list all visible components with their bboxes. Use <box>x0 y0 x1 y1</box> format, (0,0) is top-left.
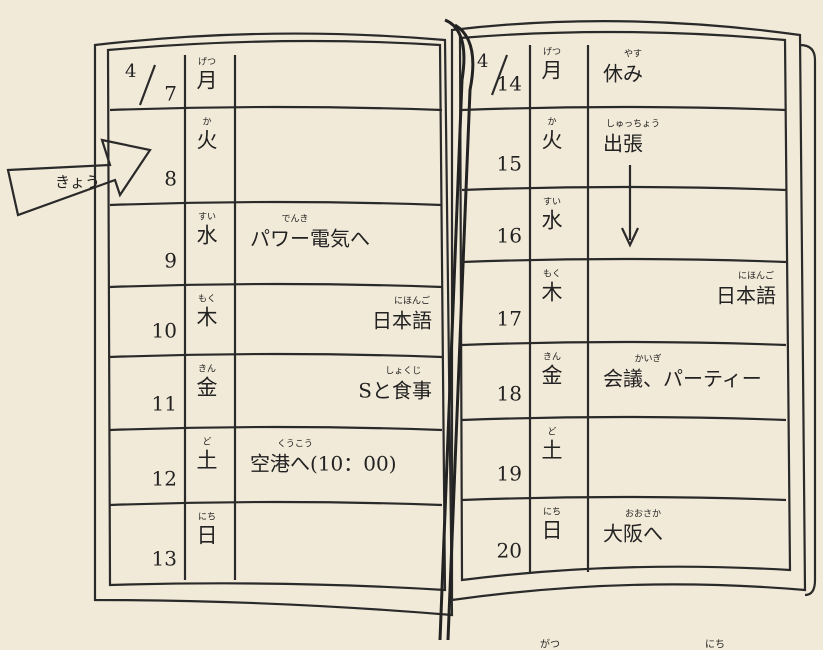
weekday-ruby: にち <box>198 512 216 523</box>
weekday: 土 <box>197 449 218 473</box>
date: 19 <box>497 462 522 486</box>
footer-text: がつ <box>540 638 560 650</box>
weekday-ruby: か <box>547 117 556 128</box>
entry-ruby: でんき <box>281 214 308 225</box>
weekday: 木 <box>542 281 563 305</box>
trip-arrow <box>621 165 639 248</box>
weekday: 火 <box>197 129 218 153</box>
entry-ruby: にほんご <box>394 295 430 307</box>
weekday: 火 <box>542 129 563 153</box>
weekday-ruby: もく <box>543 269 561 280</box>
row-line <box>461 340 787 347</box>
weekday-ruby: にち <box>543 507 561 518</box>
weekday: 金 <box>542 364 563 388</box>
row-line <box>461 257 787 264</box>
left-page <box>106 39 447 592</box>
arrow-label: きょう <box>55 173 100 191</box>
entry: 会議、パーティー <box>603 367 762 391</box>
weekday-ruby: もく <box>198 294 216 305</box>
tab <box>799 43 817 597</box>
row-line <box>109 500 443 507</box>
row-line <box>109 352 443 359</box>
row-line <box>109 282 443 289</box>
row-line <box>461 185 787 192</box>
date: 17 <box>497 307 522 331</box>
entry: 休み <box>603 62 643 86</box>
entry-ruby: しょくじ <box>385 366 421 377</box>
weekday-ruby: げつ <box>198 57 216 68</box>
weekday-ruby: げつ <box>543 47 561 58</box>
weekday: 日 <box>197 524 218 548</box>
entry-ruby: にほんご <box>738 270 774 282</box>
row-line <box>109 105 443 112</box>
weekday: 水 <box>197 224 218 248</box>
row-line <box>109 425 443 432</box>
weekday: 月 <box>197 69 218 93</box>
date: 9 <box>164 249 177 273</box>
date: 16 <box>497 224 522 248</box>
weekday-ruby: きん <box>543 352 561 363</box>
date: 20 <box>497 539 522 563</box>
date: 12 <box>152 467 177 491</box>
right-cover <box>450 20 807 602</box>
weekday-ruby: きん <box>198 364 216 375</box>
row-line <box>461 415 787 422</box>
month: 4 <box>477 51 488 72</box>
row-line <box>461 495 787 502</box>
entry: 出張 <box>603 132 643 156</box>
date: 18 <box>497 382 522 406</box>
weekday-ruby: か <box>202 117 211 128</box>
date: 7 <box>164 82 177 106</box>
weekday: 月 <box>542 59 563 83</box>
month-slash <box>490 54 509 96</box>
weekday: 土 <box>542 439 563 463</box>
date: 10 <box>152 319 177 343</box>
date: 14 <box>497 72 522 96</box>
date: 13 <box>152 547 177 571</box>
right-page <box>458 30 792 582</box>
entry: パワー電気へ <box>250 227 370 251</box>
weekday-ruby: すい <box>543 197 561 208</box>
entry-ruby: くうこう <box>277 439 313 450</box>
weekday: 水 <box>542 209 563 233</box>
entry: Sと食事 <box>358 379 432 403</box>
entry: 空港へ(10：00) <box>250 452 397 476</box>
entry: 日本語 <box>372 309 432 333</box>
weekday: 木 <box>197 306 218 330</box>
ribbon <box>438 18 475 641</box>
weekday: 日 <box>542 519 563 543</box>
weekday-ruby: すい <box>198 212 216 223</box>
entry-ruby: しゅっちょう <box>606 119 660 130</box>
weekday-ruby: ど <box>547 427 556 438</box>
weekday-ruby: ど <box>202 437 211 448</box>
date: 15 <box>497 152 522 176</box>
entry: 日本語 <box>716 284 776 308</box>
date: 8 <box>164 167 177 191</box>
entry-ruby: おおさか <box>625 509 661 520</box>
month: 4 <box>125 61 136 82</box>
entry-ruby: かいぎ <box>634 353 661 365</box>
row-line <box>109 200 443 207</box>
month-slash <box>138 64 157 106</box>
date: 11 <box>152 392 177 416</box>
entry-ruby: やす <box>624 49 642 60</box>
weekday: 金 <box>197 376 218 400</box>
left-cover <box>93 32 454 617</box>
row-line <box>461 105 787 112</box>
today-arrow <box>6 138 152 217</box>
footer-text: にち <box>705 639 725 650</box>
entry: 大阪へ <box>603 522 663 546</box>
